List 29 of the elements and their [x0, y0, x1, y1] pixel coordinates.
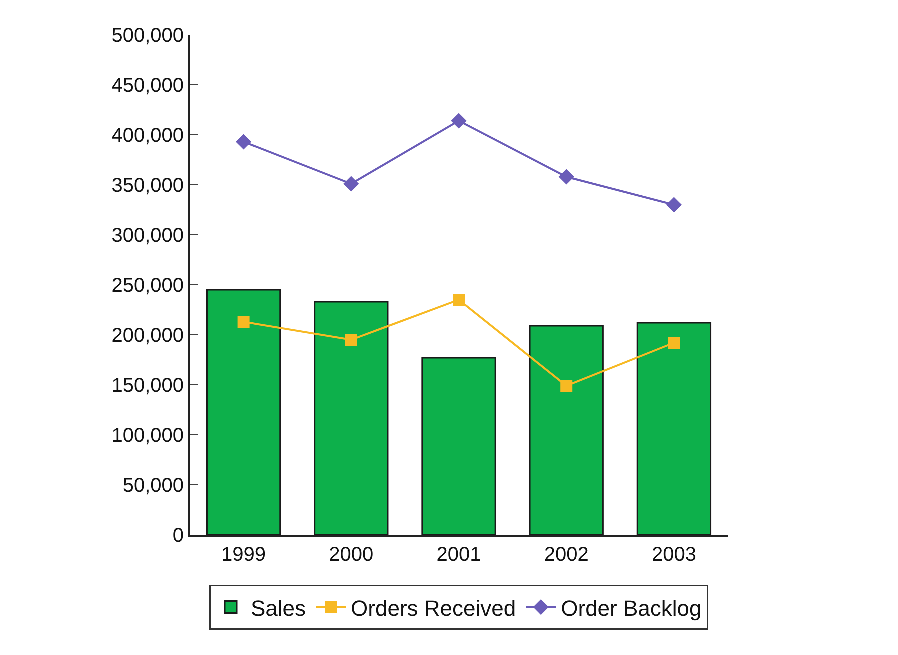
point — [345, 334, 358, 346]
point — [558, 169, 574, 185]
point — [451, 113, 467, 129]
legend-label: Orders Received — [351, 596, 516, 621]
x-tick-label: 2001 — [436, 544, 482, 566]
y-tick-label: 350,000 — [112, 175, 184, 197]
x-tick-label: 2000 — [329, 544, 374, 566]
y-tick-label: 400,000 — [112, 125, 184, 147]
y-tick-label: 250,000 — [112, 275, 184, 297]
point — [668, 337, 680, 349]
y-tick-label: 500,000 — [112, 25, 184, 47]
legend-label: Sales — [251, 596, 306, 621]
y-tick-label: 50,000 — [122, 475, 184, 497]
y-tick-label: 300,000 — [112, 225, 184, 247]
point — [238, 316, 250, 328]
x-tick-label: 2003 — [652, 544, 696, 566]
y-tick-label: 200,000 — [112, 325, 184, 347]
point — [666, 197, 682, 213]
legend-label: Order Backlog — [561, 596, 702, 621]
point — [236, 134, 252, 150]
y-tick-label: 450,000 — [112, 75, 184, 97]
point — [453, 294, 465, 306]
x-tick-label: 2002 — [544, 544, 589, 566]
y-tick-label: 100,000 — [112, 425, 184, 447]
y-tick-label: 0 — [172, 525, 184, 547]
y-tick-label: 150,000 — [112, 375, 184, 397]
point — [560, 380, 573, 392]
point — [344, 176, 360, 192]
x-tick-label: 1999 — [222, 544, 266, 566]
